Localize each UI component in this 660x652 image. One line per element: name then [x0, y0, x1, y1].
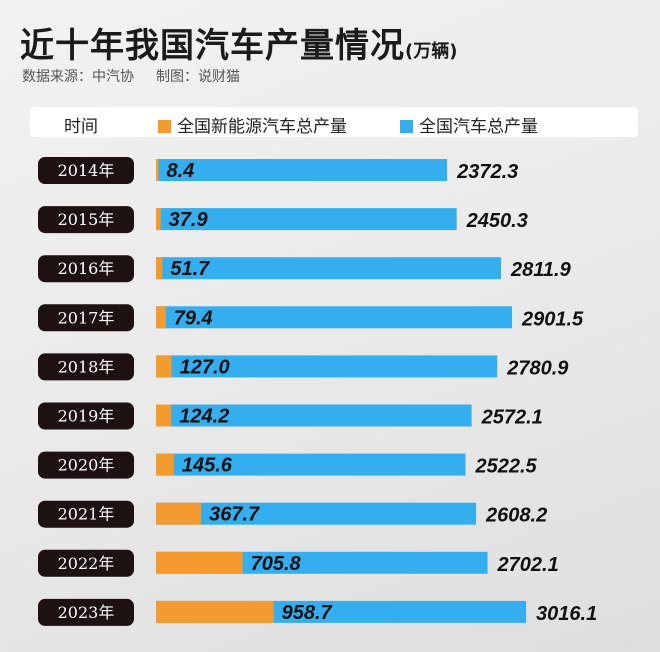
chart-title: 近十年我国汽车产量情况(万辆)	[20, 18, 457, 67]
year-label: 2017年	[58, 308, 115, 327]
total-value-label: 2572.1	[481, 407, 543, 429]
year-label: 2019年	[58, 407, 115, 426]
legend-item-total: 全国汽车总产量	[400, 112, 538, 137]
nev-value-label: 8.4	[167, 160, 195, 182]
year-label: 2021年	[58, 505, 115, 524]
bar-total	[156, 159, 448, 181]
time-column-label: 时间	[64, 117, 98, 137]
bar-nev	[156, 502, 202, 525]
year-label-bg	[38, 157, 134, 184]
total-value-label: 2811.9	[510, 259, 572, 281]
nev-value-label: 124.2	[179, 406, 229, 428]
bar-total	[156, 355, 498, 378]
bar-nev	[156, 208, 161, 231]
total-swatch-icon	[400, 120, 413, 133]
nev-value-label: 145.6	[182, 455, 233, 477]
nev-value-label: 127.0	[180, 356, 230, 378]
total-value-label: 2522.5	[475, 456, 538, 478]
year-label-bg	[38, 206, 134, 234]
total-value-label: 2608.2	[485, 505, 547, 527]
total-value-label: 2372.3	[456, 161, 518, 183]
bar-total	[156, 502, 477, 525]
year-label: 2015年	[58, 210, 115, 229]
legend-total-label: 全国汽车总产量	[419, 117, 538, 137]
bar-total	[156, 257, 502, 280]
year-label: 2018年	[58, 357, 115, 376]
year-label-bg	[38, 255, 134, 283]
nev-value-label: 51.7	[170, 258, 210, 280]
legend-nev-label: 全国新能源汽车总产量	[177, 117, 347, 137]
nev-value-label: 37.9	[169, 209, 209, 231]
year-label: 2020年	[58, 456, 115, 475]
total-value-label: 2702.1	[497, 554, 559, 576]
title-text: 近十年我国汽车产量情况	[20, 26, 405, 66]
year-label: 2016年	[58, 259, 115, 278]
total-value-label: 3016.1	[536, 603, 597, 625]
chart-credit: 制图：说财猫	[156, 69, 240, 85]
bar-total	[156, 404, 472, 427]
nev-value-label: 705.8	[251, 553, 302, 575]
nev-value-label: 367.7	[209, 504, 260, 526]
total-value-label: 2450.3	[466, 210, 528, 232]
source-line: 数据来源：中汽协 制图：说财猫	[22, 66, 240, 86]
bar-nev	[156, 355, 172, 378]
title-unit: (万辆)	[405, 41, 458, 62]
total-value-label: 2901.5	[521, 308, 584, 330]
bar-nev	[156, 453, 174, 476]
nev-value-label: 79.4	[174, 307, 213, 329]
bar-nev	[156, 404, 172, 427]
bar-nev	[156, 159, 159, 181]
year-label-bg	[38, 598, 134, 626]
legend: 时间 全国新能源汽车总产量 全国汽车总产量	[30, 107, 638, 137]
year-label: 2023年	[58, 603, 115, 622]
bar-nev	[156, 551, 243, 574]
bar-total	[156, 306, 513, 329]
bar-total	[156, 453, 466, 476]
year-label-bg	[38, 353, 134, 381]
legend-item-nev: 全国新能源汽车总产量	[158, 112, 347, 137]
year-label: 2022年	[58, 554, 115, 573]
nev-swatch-icon	[158, 120, 171, 133]
year-label-bg	[38, 304, 134, 332]
year-label: 2014年	[58, 161, 115, 180]
total-value-label: 2780.9	[506, 357, 569, 379]
year-label-bg	[38, 451, 134, 479]
year-label-bg	[38, 500, 134, 528]
year-label-bg	[38, 402, 134, 430]
bar-nev	[156, 257, 163, 280]
bar-nev	[156, 306, 166, 329]
nev-value-label: 958.7	[282, 602, 333, 624]
bar-total	[156, 208, 457, 231]
bar-nev	[156, 600, 274, 623]
year-label-bg	[38, 549, 134, 577]
data-source: 数据来源：中汽协	[22, 69, 134, 85]
